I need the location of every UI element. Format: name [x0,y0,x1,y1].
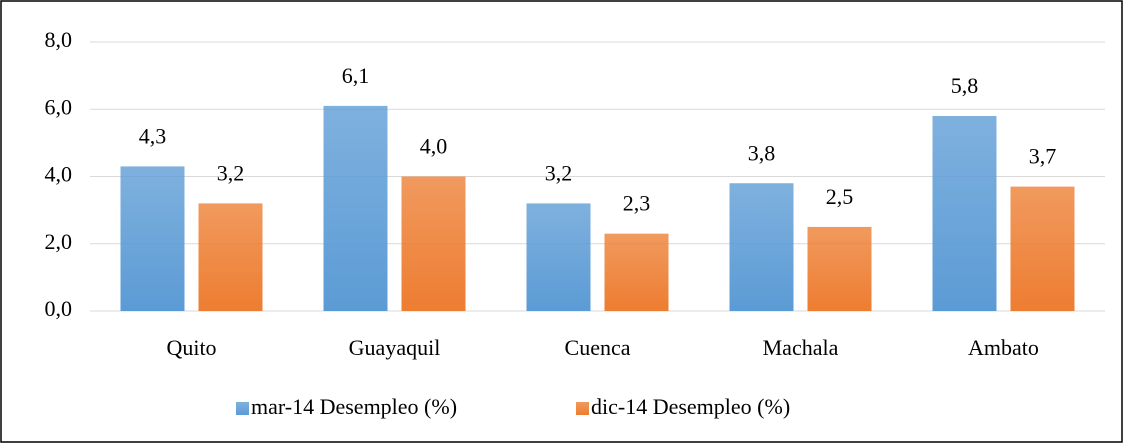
bar [198,203,263,311]
data-label: 2,5 [826,184,854,209]
y-tick-label: 0,0 [45,296,73,321]
data-label: 6,1 [342,63,370,88]
bar [604,233,669,311]
data-label: 2,3 [623,191,651,216]
bar [1010,186,1075,311]
y-tick-label: 8,0 [45,27,73,52]
data-label: 3,7 [1029,144,1057,169]
bar [323,105,388,311]
legend-swatch [236,402,249,415]
bar [932,115,997,311]
x-tick-label: Ambato [968,335,1039,360]
bar [401,176,466,311]
data-label: 4,3 [139,123,167,148]
bar [807,226,872,311]
data-label: 3,2 [545,160,573,185]
data-label: 5,8 [951,73,979,98]
legend-label: dic-14 Desempleo (%) [591,394,790,419]
bar [729,183,794,311]
x-tick-label: Cuenca [565,335,631,360]
x-tick-label: Quito [166,335,216,360]
bar [526,203,591,311]
legend-swatch [576,402,589,415]
legend-label: mar-14 Desempleo (%) [251,394,457,419]
data-label: 3,2 [217,160,245,185]
y-tick-label: 4,0 [45,162,73,187]
bar [120,166,185,311]
data-label: 4,0 [420,134,448,159]
x-tick-label: Guayaquil [349,335,441,360]
y-tick-label: 6,0 [45,94,73,119]
y-tick-label: 2,0 [45,229,73,254]
data-label: 3,8 [748,140,776,165]
x-tick-label: Machala [763,335,839,360]
